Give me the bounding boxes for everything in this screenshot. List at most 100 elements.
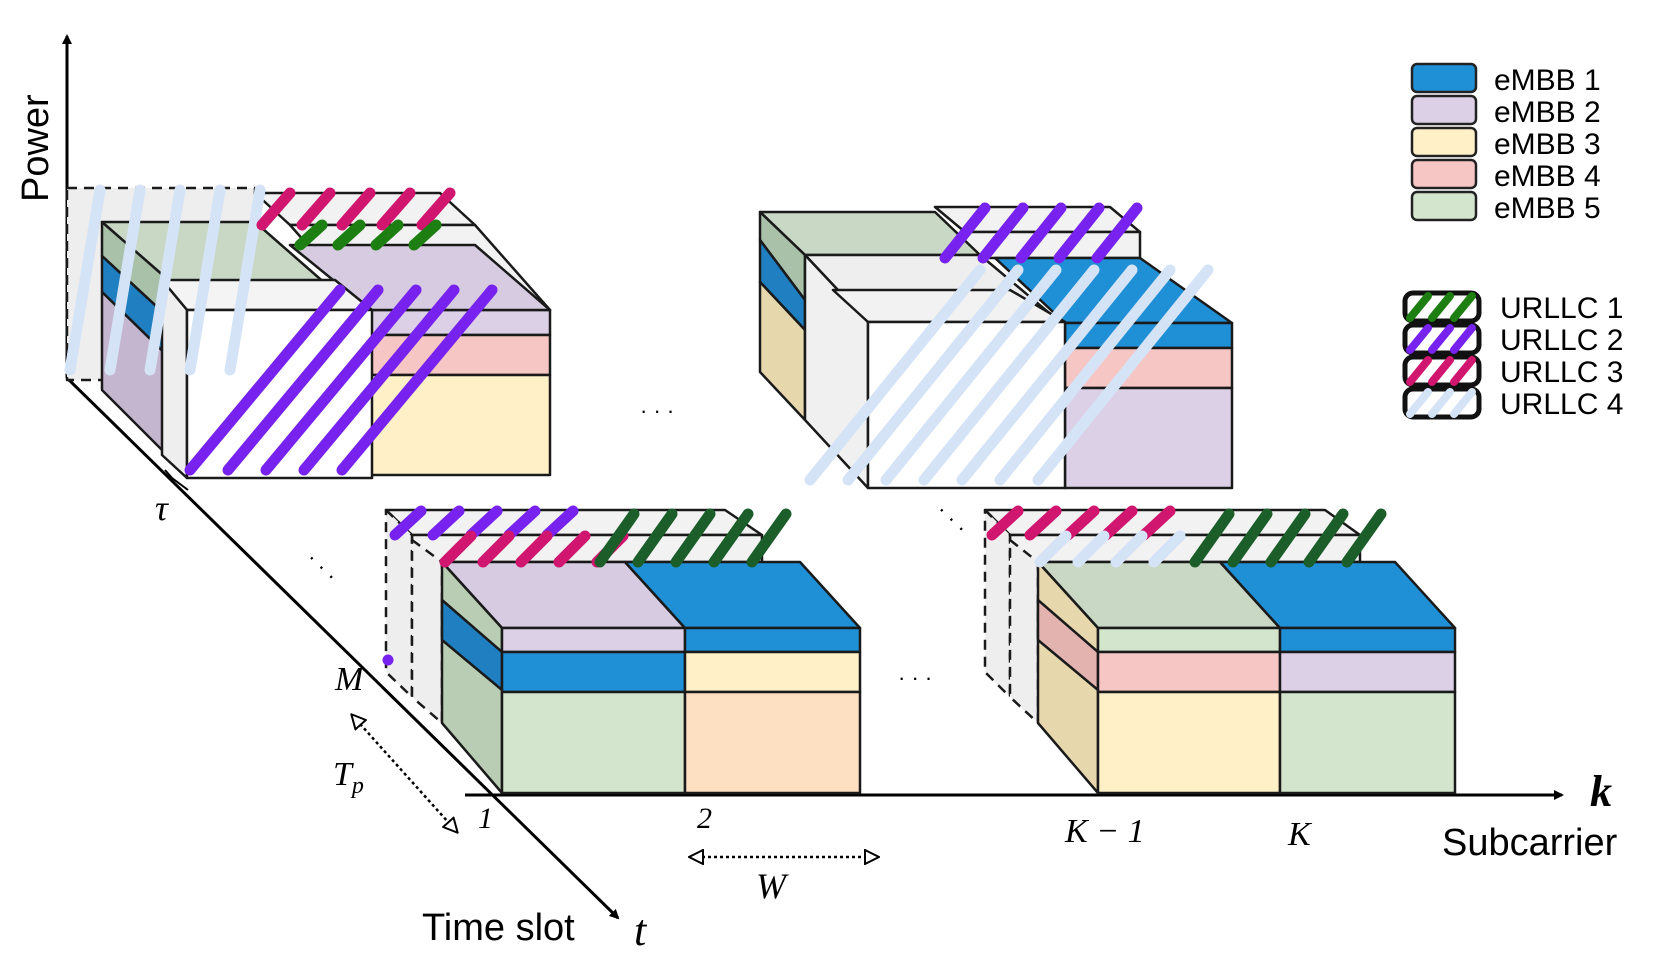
urllc-hatch-stroke <box>222 284 384 476</box>
urllc-hatch-stroke <box>1265 508 1311 568</box>
urllc-hatch-stroke <box>439 530 477 568</box>
urllc-hatch-stroke <box>1024 505 1062 541</box>
urllc-hatch-stroke <box>956 264 1138 486</box>
legend-urllc-4-label: URLLC 4 <box>1500 388 1623 421</box>
urllc-hatch-stroke <box>632 508 678 568</box>
urllc-hatch-stroke <box>1341 508 1387 568</box>
legend-urllc: URLLC 1 URLLC 2 URLLC 3 URLLC 4 <box>1402 290 1623 421</box>
tp-arrow <box>352 715 457 832</box>
ellipsis-top: · · · <box>640 398 674 423</box>
urllc-hatch-stroke <box>144 184 186 376</box>
urllc-hatch-stroke <box>296 187 336 231</box>
urllc-hatch-stroke <box>256 187 296 231</box>
legend-urllc-3-label: URLLC 3 <box>1500 356 1623 389</box>
time-variable: t <box>634 906 648 955</box>
legend-embb-2-swatch <box>1410 94 1478 126</box>
urllc-hatch-stroke <box>1034 530 1072 568</box>
subcarrier-variable: k <box>1590 767 1612 816</box>
urllc-hatch-stroke <box>880 264 1062 486</box>
legend-embb-3-label: eMBB 3 <box>1494 128 1601 161</box>
urllc-hatch-stroke <box>1072 530 1110 568</box>
urllc-hatch-stroke <box>553 530 591 568</box>
time-axis-label: Time slot <box>422 907 575 949</box>
urllc-hatch-stroke <box>515 530 553 568</box>
legend: eMBB 1 eMBB 2 eMBB 3 eMBB 4 eMBB 5 <box>1402 62 1623 421</box>
urllc-hatch-stroke <box>224 184 266 376</box>
legend-urllc-3-swatch <box>1402 354 1482 388</box>
legend-embb-5-label: eMBB 5 <box>1494 192 1601 225</box>
time-axis <box>65 376 620 920</box>
urllc-hatch-stroke <box>1062 505 1100 541</box>
tick-k-minus-1-label: K − 1 <box>1064 813 1145 850</box>
urllc-hatch-stroke <box>184 184 226 376</box>
legend-embb-4-swatch <box>1410 158 1478 190</box>
urllc-hatch-stroke <box>1189 508 1235 568</box>
urllc-hatch-stroke <box>977 202 1029 264</box>
urllc-hatch-stroke <box>64 184 106 376</box>
urllc-hatch-stroke <box>370 219 404 251</box>
urllc-hatch-stroke <box>1100 505 1138 541</box>
urllc-hatch-stroke <box>670 508 716 568</box>
m-label: M <box>334 661 365 698</box>
urllc-hatch-stroke <box>1053 202 1105 264</box>
urllc-hatch-stroke <box>503 505 541 541</box>
urllc-hatching <box>64 184 1387 666</box>
urllc-hatch-stroke <box>842 264 1024 486</box>
tick-k-label: K <box>1287 816 1313 853</box>
urllc-hatch-stroke <box>389 505 427 541</box>
legend-embb-5-swatch <box>1410 190 1478 222</box>
tau-label: τ <box>155 488 169 528</box>
urllc-hatch-stroke <box>465 505 503 541</box>
urllc-hatch-stroke <box>260 284 422 476</box>
legend-urllc-1-label: URLLC 1 <box>1500 292 1623 325</box>
annotations: τ M Tp W 1 2 K − 1 K · · · · · · · · · ·… <box>155 398 1313 906</box>
urllc-hatch-stroke <box>994 264 1176 486</box>
legend-embb: eMBB 1 eMBB 2 eMBB 3 eMBB 4 eMBB 5 <box>1410 62 1601 225</box>
urllc-hatch-stroke <box>986 505 1024 541</box>
tp-label: Tp <box>333 756 364 799</box>
w-label: W <box>756 866 789 906</box>
legend-embb-1-swatch <box>1410 62 1478 94</box>
urllc-hatch-stroke <box>104 184 146 376</box>
urllc-hatch-stroke <box>336 284 498 476</box>
urllc-hatch-stroke <box>1303 508 1349 568</box>
urllc-hatch-stroke <box>1032 264 1214 486</box>
urllc-hatch-stroke <box>1148 530 1186 568</box>
subcarrier-axis-label: Subcarrier <box>1442 822 1618 864</box>
urllc-hatch-stroke <box>298 284 460 476</box>
legend-urllc-2-swatch <box>1402 322 1482 356</box>
ellipsis-block4-diagonal: · · · <box>932 498 974 540</box>
urllc-hatch-stroke <box>184 284 346 476</box>
legend-urllc-2-label: URLLC 2 <box>1500 324 1623 357</box>
urllc-hatch-stroke <box>477 530 515 568</box>
legend-embb-1-label: eMBB 1 <box>1494 64 1601 97</box>
legend-embb-4-label: eMBB 4 <box>1494 160 1601 193</box>
tick-1-label: 1 <box>478 802 493 835</box>
urllc-hatch-stroke <box>746 508 792 568</box>
urllc-hatch-stroke <box>708 508 754 568</box>
urllc-hatch-stroke <box>1138 505 1176 541</box>
urllc-hatch-stroke <box>376 187 416 231</box>
urllc-hatch-stroke <box>1091 202 1143 264</box>
urllc-hatch-stroke <box>294 219 328 251</box>
tau-brace <box>164 469 189 491</box>
power-axis-label: Power <box>15 94 57 202</box>
urllc-hatch-stroke <box>408 219 442 251</box>
legend-embb-3-swatch <box>1410 126 1478 158</box>
urllc-hatch-stroke <box>1227 508 1273 568</box>
urllc-hatch-stroke <box>332 219 366 251</box>
legend-embb-2-label: eMBB 2 <box>1494 96 1601 129</box>
urllc-hatch-stroke <box>804 264 986 486</box>
ellipsis-time-axis: · · · <box>302 546 344 588</box>
urllc-hatch-stroke <box>1015 202 1067 264</box>
urllc-hatch-stroke <box>1110 530 1148 568</box>
ellipsis-bottom: · · · <box>898 665 932 690</box>
urllc-hatch-stroke <box>594 508 640 568</box>
tick-2-label: 2 <box>697 802 712 835</box>
urllc-hatch-stroke <box>416 187 456 231</box>
legend-urllc-1-swatch <box>1402 290 1482 324</box>
urllc-hatch-stroke <box>427 505 465 541</box>
block-slot-1-subcarrier-k <box>983 508 1457 795</box>
urllc-hatch-stroke <box>939 202 991 264</box>
